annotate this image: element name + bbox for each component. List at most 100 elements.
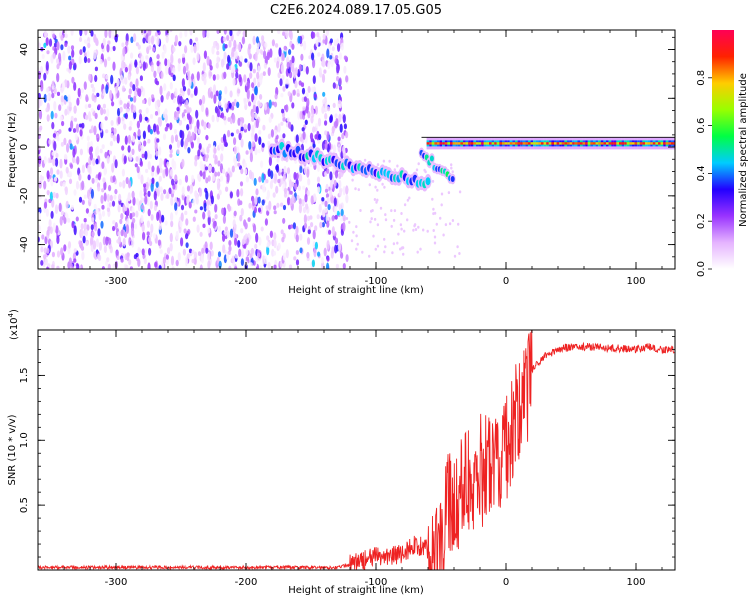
spectrogram-cell: [120, 258, 124, 263]
spectrogram-cell: [621, 142, 625, 145]
spectrogram-cell: [78, 196, 83, 203]
spectrogram-cell: [181, 53, 186, 58]
spectrogram-cell: [186, 185, 191, 192]
spectrogram-cell: [168, 144, 173, 150]
spectrogram-cell: [345, 75, 349, 83]
spectrogram-cell: [254, 112, 258, 120]
spectrogram-cell: [144, 116, 148, 121]
spectrogram-cell: [258, 176, 262, 183]
spectrogram-cell: [333, 197, 337, 207]
spectrogram-cell: [273, 232, 277, 241]
spectrogram-cell: [46, 247, 50, 254]
y-tick-label: -20: [19, 188, 30, 204]
spectrogram-cell: [330, 250, 334, 259]
spectrogram-cell: [515, 142, 518, 145]
x-tick-label: 100: [626, 276, 645, 287]
spectrogram-cell: [205, 134, 209, 141]
spectrogram-cell: [72, 128, 77, 133]
spectrogram-cell: [240, 228, 244, 234]
spectrogram-cell: [184, 256, 188, 267]
spectrogram-cell: [94, 112, 98, 120]
spectrogram-cell: [450, 166, 453, 170]
spectrogram-cell: [254, 243, 258, 250]
spectrogram-cell: [261, 199, 265, 206]
spectrogram-cells: [38, 30, 675, 269]
spectrogram-cell: [68, 61, 72, 70]
spectrogram-cell: [261, 38, 265, 47]
spectrogram-cell: [67, 241, 72, 249]
spectrogram-cell: [235, 71, 239, 79]
spectrogram-cell: [433, 235, 437, 239]
spectrogram-cell: [112, 225, 116, 232]
spectrogram-cell: [163, 189, 167, 195]
spectrogram-cell: [222, 36, 226, 42]
spectrogram-cell: [292, 89, 296, 96]
x-tick-label: -100: [365, 577, 388, 588]
spectrogram-cell: [282, 217, 286, 224]
spectrogram-cell: [317, 251, 321, 257]
spectrogram-cell: [123, 103, 127, 109]
spectrogram-cell: [280, 93, 284, 98]
spectrogram-cell: [338, 188, 342, 197]
spectrogram-cell: [431, 142, 435, 145]
spectrogram-cell: [266, 196, 270, 200]
spectrogram-cell: [207, 122, 211, 129]
spectrogram-x-ticks: -300 -200 -100 0 100: [37, 30, 663, 287]
spectrogram-cell: [110, 132, 114, 139]
spectrogram-cell: [192, 57, 196, 65]
spectrogram-cell: [447, 142, 451, 145]
spectrogram-cell: [124, 66, 128, 73]
spectrogram-cell: [509, 142, 513, 145]
spectrogram-cell: [181, 158, 185, 168]
spectrogram-cell: [64, 42, 68, 47]
spectrogram-cell: [83, 52, 88, 57]
spectrogram-cell: [226, 253, 230, 261]
spectrogram-cell: [103, 166, 107, 176]
spectrogram-cell: [368, 183, 371, 187]
spectrogram-cell: [269, 48, 273, 58]
spectrogram-cell: [172, 74, 176, 82]
spectrogram-cell: [314, 225, 318, 232]
spectrogram-cell: [180, 237, 184, 247]
spectrogram-cell: [277, 123, 281, 133]
spectrogram-cell: [253, 177, 257, 186]
spectrogram-cell: [82, 235, 86, 244]
spectrogram-cell: [142, 231, 146, 241]
spectrogram-cell: [382, 159, 386, 163]
spectrogram-cell: [121, 42, 125, 48]
spectrogram-cell: [81, 199, 85, 205]
spectrogram-cell: [281, 108, 285, 114]
spectrogram-cell: [381, 182, 384, 186]
spectrogram-cell: [305, 66, 309, 75]
spectrogram-cell: [306, 215, 311, 221]
spectrogram-cell: [273, 101, 278, 108]
spectrogram-cell: [138, 200, 143, 206]
spectrogram-cell: [423, 168, 426, 172]
spectrogram-cell: [331, 46, 335, 52]
spectrogram-cell: [56, 136, 60, 142]
spectrogram-cell: [154, 31, 159, 37]
spectrogram-cell: [53, 42, 58, 48]
x-tick-label: -300: [105, 276, 128, 287]
spectrogram-cell: [240, 168, 244, 175]
spectrogram-cell: [481, 142, 484, 145]
spectrogram-cell: [280, 229, 284, 235]
spectrogram-cell: [282, 204, 287, 211]
spectrogram-cell: [130, 36, 134, 44]
spectrogram-cell: [188, 107, 192, 113]
snr-y-ticks: 0.5 1.0 1.5: [19, 336, 675, 571]
spectrogram-cell: [285, 78, 289, 85]
spectrogram-cell: [189, 188, 193, 194]
spectrogram-cell: [147, 124, 151, 133]
spectrogram-cell: [305, 203, 309, 210]
spectrogram-cell: [326, 220, 330, 228]
spectrogram-cell: [336, 210, 340, 216]
spectrogram-cell: [309, 215, 313, 220]
spectrogram-cell: [415, 168, 419, 172]
spectrogram-cell: [269, 180, 273, 190]
spectrogram-cell: [63, 137, 67, 146]
spectrogram-cell: [585, 142, 588, 145]
spectrogram-cell: [73, 248, 77, 253]
spectrogram-cell: [361, 250, 364, 254]
spectrogram-cell: [273, 57, 277, 63]
